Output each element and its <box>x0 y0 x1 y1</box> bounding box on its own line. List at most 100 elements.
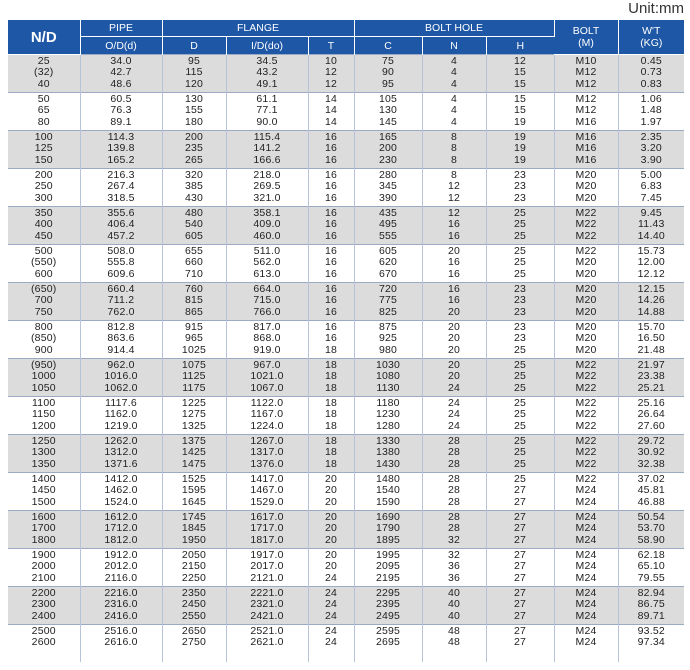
h-cell: 19 19 19 <box>486 130 555 169</box>
id-cell: 1917.0 2017.0 2121.0 <box>226 548 309 587</box>
n-cell: 48 48 <box>422 624 487 662</box>
header-weight: W'T (KG) <box>618 20 685 55</box>
header-bolt: BOLT (M) <box>554 20 619 55</box>
nd-cell: 200 250 300 <box>8 168 81 207</box>
nd-cell: 800 (850) 900 <box>8 320 81 359</box>
n-cell: 8 8 8 <box>422 130 487 169</box>
bolt-cell: M24 M24 M24 <box>554 510 619 549</box>
table-row: 1600 1700 1800 1612.0 1712.0 1812.0 1745 1… <box>8 510 685 549</box>
n-cell: 20 20 20 <box>422 320 487 359</box>
t-cell: 16 16 16 <box>308 244 355 283</box>
h-cell: 27 27 27 <box>486 586 555 625</box>
od-cell: 60.5 76.3 89.1 <box>80 92 163 131</box>
c-cell: 1995 2095 2195 <box>354 548 423 587</box>
d-cell: 1075 1125 1175 <box>162 358 227 397</box>
table-row: (650) 700 750 660.4 711.2 762.0 760 815 86… <box>8 282 685 321</box>
id-cell: 2221.0 2321.0 2421.0 <box>226 586 309 625</box>
t-cell: 18 18 18 <box>308 396 355 435</box>
t-cell: 14 14 14 <box>308 92 355 131</box>
c-cell: 165 200 230 <box>354 130 423 169</box>
h-cell: 27 27 27 <box>486 548 555 587</box>
id-cell: 2521.0 2621.0 <box>226 624 309 662</box>
c-cell: 2595 2695 <box>354 624 423 662</box>
id-cell: 115.4 141.2 166.6 <box>226 130 309 169</box>
n-cell: 12 16 16 <box>422 206 487 245</box>
od-cell: 962.0 1016.0 1062.0 <box>80 358 163 397</box>
t-cell: 20 20 20 <box>308 510 355 549</box>
bolt-cell: M24 M24 M24 <box>554 586 619 625</box>
d-cell: 1525 1595 1645 <box>162 472 227 511</box>
od-cell: 1412.0 1462.0 1524.0 <box>80 472 163 511</box>
nd-cell: 350 400 450 <box>8 206 81 245</box>
table-row: 350 400 450 355.6 406.4 457.2 480 540 605 3… <box>8 206 685 245</box>
bolt-cell: M10 M12 M12 <box>554 54 619 93</box>
weight-cell: 0.45 0.73 0.83 <box>618 54 685 93</box>
t-cell: 16 16 18 <box>308 320 355 359</box>
id-cell: 61.1 77.1 90.0 <box>226 92 309 131</box>
id-cell: 664.0 715.0 766.0 <box>226 282 309 321</box>
od-cell: 1912.0 2012.0 2116.0 <box>80 548 163 587</box>
od-cell: 2216.0 2316.0 2416.0 <box>80 586 163 625</box>
c-cell: 75 90 95 <box>354 54 423 93</box>
t-cell: 18 18 18 <box>308 434 355 473</box>
d-cell: 915 965 1025 <box>162 320 227 359</box>
header-d: D <box>162 36 227 55</box>
weight-cell: 29.72 30.92 32.38 <box>618 434 685 473</box>
header-n: N <box>422 36 487 55</box>
bolt-cell: M20 M20 M20 <box>554 320 619 359</box>
weight-cell: 82.94 86.75 89.71 <box>618 586 685 625</box>
table-row: 1100 1150 1200 1117.6 1162.0 1219.0 1225 1… <box>8 396 685 435</box>
weight-cell: 15.73 12.00 12.12 <box>618 244 685 283</box>
nd-cell: 2500 2600 <box>8 624 81 662</box>
bolt-cell: M22 M22 M22 <box>554 206 619 245</box>
bolt-cell: M20 M20 M20 <box>554 282 619 321</box>
bolt-cell: M24 M24 <box>554 624 619 662</box>
d-cell: 760 815 865 <box>162 282 227 321</box>
t-cell: 18 18 18 <box>308 358 355 397</box>
h-cell: 25 25 25 <box>486 244 555 283</box>
n-cell: 8 12 12 <box>422 168 487 207</box>
nd-cell: 50 65 80 <box>8 92 81 131</box>
c-cell: 1330 1380 1430 <box>354 434 423 473</box>
table-header: N/D PIPE FLANGE BOLT HOLE BOLT (M) W'T (… <box>8 20 685 55</box>
c-cell: 605 620 670 <box>354 244 423 283</box>
n-cell: 40 40 40 <box>422 586 487 625</box>
h-cell: 25 25 25 <box>486 358 555 397</box>
header-h: H <box>486 36 555 55</box>
n-cell: 28 28 28 <box>422 472 487 511</box>
h-cell: 23 23 23 <box>486 168 555 207</box>
d-cell: 320 385 430 <box>162 168 227 207</box>
od-cell: 812.8 863.6 914.4 <box>80 320 163 359</box>
header-c: C <box>354 36 423 55</box>
nd-cell: 1250 1300 1350 <box>8 434 81 473</box>
n-cell: 24 24 24 <box>422 396 487 435</box>
table-row: 200 250 300 216.3 267.4 318.5 320 385 430 2… <box>8 168 685 207</box>
h-cell: 27 27 <box>486 624 555 662</box>
nd-cell: (650) 700 750 <box>8 282 81 321</box>
nd-cell: 25 (32) 40 <box>8 54 81 93</box>
d-cell: 2350 2450 2550 <box>162 586 227 625</box>
table-row: 25 (32) 40 34.0 42.7 48.6 95 115 120 34.5 4… <box>8 54 685 93</box>
h-cell: 27 27 27 <box>486 510 555 549</box>
n-cell: 4 4 4 <box>422 92 487 131</box>
t-cell: 16 16 16 <box>308 130 355 169</box>
c-cell: 105 130 145 <box>354 92 423 131</box>
n-cell: 20 20 24 <box>422 358 487 397</box>
n-cell: 4 4 4 <box>422 54 487 93</box>
bolt-cell: M12 M12 M16 <box>554 92 619 131</box>
n-cell: 20 16 16 <box>422 244 487 283</box>
weight-cell: 21.97 23.38 25.21 <box>618 358 685 397</box>
header-od: O/D(d) <box>80 36 163 55</box>
n-cell: 32 36 36 <box>422 548 487 587</box>
nd-cell: 1100 1150 1200 <box>8 396 81 435</box>
bolt-cell: M16 M16 M16 <box>554 130 619 169</box>
t-cell: 24 24 <box>308 624 355 662</box>
h-cell: 23 23 23 <box>486 282 555 321</box>
od-cell: 1117.6 1162.0 1219.0 <box>80 396 163 435</box>
id-cell: 1617.0 1717.0 1817.0 <box>226 510 309 549</box>
d-cell: 480 540 605 <box>162 206 227 245</box>
t-cell: 16 16 16 <box>308 282 355 321</box>
od-cell: 508.0 555.8 609.6 <box>80 244 163 283</box>
nd-cell: (950) 1000 1050 <box>8 358 81 397</box>
bolt-cell: M22 M22 M22 <box>554 358 619 397</box>
